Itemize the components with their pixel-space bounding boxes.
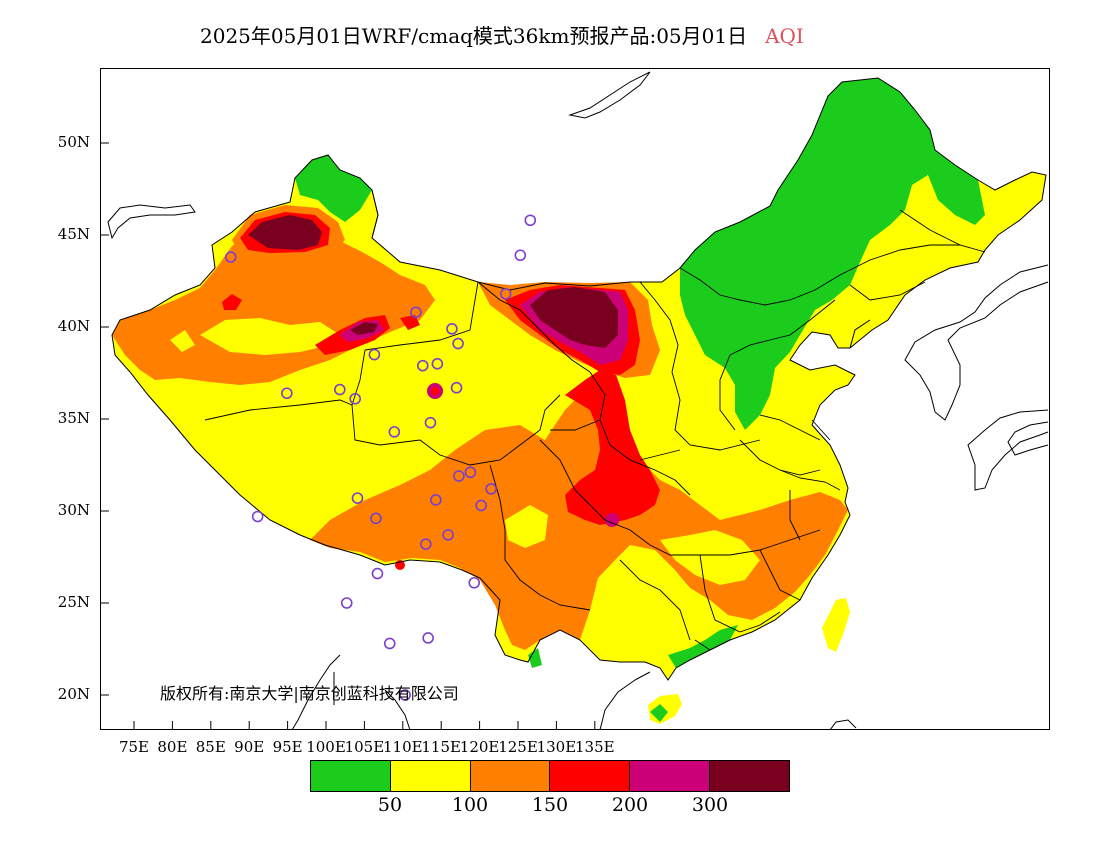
lon-tick-label: 120E — [459, 738, 500, 756]
sichuan-yellow-pocket — [505, 505, 548, 548]
hainan-green — [650, 704, 668, 722]
station-marker — [452, 337, 464, 350]
station-marker — [340, 597, 353, 609]
legend-label: 50 — [377, 794, 403, 816]
station-marker — [370, 512, 382, 525]
xinjiang-north-hotspot-maroon — [248, 215, 322, 250]
station-marker — [453, 470, 465, 482]
central-red-belt — [565, 370, 660, 525]
station-marker — [368, 348, 381, 361]
legend-label: 300 — [691, 794, 729, 816]
station-marker — [281, 387, 293, 400]
northeast-green-zone — [680, 78, 985, 430]
station-marker — [349, 392, 361, 405]
legend-swatch — [311, 761, 391, 791]
legend-swatch — [550, 761, 631, 791]
legend-swatch — [470, 761, 551, 791]
chongqing-hotspot — [605, 513, 619, 527]
title-text: 2025年05月01日WRF/cmaq模式36km预报产品:05月01日 — [200, 24, 748, 48]
copyright-text: 版权所有:南京大学|南京创蓝科技有限公司 — [160, 684, 459, 703]
station-marker — [450, 381, 463, 394]
station-marker — [383, 637, 396, 650]
station-marker — [485, 483, 497, 495]
lat-tick-label: 40N — [57, 317, 90, 335]
legend-label: 150 — [531, 794, 569, 816]
station-marker — [475, 499, 487, 512]
station-marker — [524, 214, 537, 227]
map-title: 2025年05月01日WRF/cmaq模式36km预报产品:05月01日 AQI — [200, 20, 804, 49]
station-marker — [430, 494, 442, 506]
station-marker — [410, 306, 422, 319]
station-marker — [422, 632, 434, 644]
lat-tick-label: 25N — [57, 593, 90, 611]
lon-tick-label: 105E — [344, 738, 385, 756]
south-coast-green — [668, 625, 738, 668]
title-variable: AQI — [765, 24, 804, 48]
station-marker — [388, 426, 401, 438]
northwest-green-zone — [295, 155, 372, 222]
station-marker — [442, 529, 454, 541]
qinghai-hotspot-core — [431, 387, 439, 395]
lat-tick-label: 50N — [57, 133, 90, 151]
station-marker — [446, 323, 458, 335]
station-marker — [431, 357, 444, 370]
lon-tick-label: 75E — [118, 738, 150, 756]
legend-label: 100 — [451, 794, 489, 816]
station-marker — [514, 249, 527, 262]
lon-tick-label: 115E — [421, 738, 461, 756]
yunnan-green — [528, 648, 542, 668]
station-marker — [420, 538, 432, 550]
lon-tick-label: 125E — [498, 738, 538, 756]
xinjiang-south-hotspot-maroon — [350, 322, 378, 335]
lon-tick-label: 80E — [157, 738, 188, 756]
xinjiang-small-red-1 — [222, 294, 242, 310]
lat-tick-label: 20N — [57, 685, 90, 703]
station-marker — [334, 383, 346, 396]
station-marker — [424, 416, 437, 429]
station-marker — [351, 492, 364, 504]
lon-tick-label: 95E — [272, 738, 303, 756]
lon-tick-label: 135E — [575, 738, 615, 756]
xinjiang-small-red-2 — [400, 315, 420, 330]
xinjiang-yellow-inner — [200, 318, 340, 355]
aqi-color-legend — [310, 760, 790, 792]
station-marker — [224, 251, 237, 263]
station-marker — [416, 359, 429, 372]
lon-tick-label: 85E — [195, 738, 226, 756]
taiwan-island — [822, 598, 850, 652]
station-marker — [499, 288, 512, 300]
station-marker — [468, 576, 481, 589]
station-marker — [371, 567, 384, 580]
lat-tick-label: 35N — [57, 409, 90, 427]
ordos-maroon-core — [530, 287, 618, 348]
central-yellow-pocket — [660, 530, 760, 585]
station-marker — [464, 466, 477, 479]
monitoring-stations — [224, 214, 537, 701]
lon-tick-label: 130E — [536, 738, 577, 756]
station-marker — [399, 689, 411, 701]
legend-swatch — [390, 761, 471, 791]
lat-tick-label: 45N — [57, 225, 90, 243]
legend-swatch — [630, 761, 711, 791]
neighbor-coastlines — [107, 71, 1049, 729]
legend-swatch — [710, 761, 789, 791]
legend-label: 200 — [611, 794, 649, 816]
station-marker — [251, 510, 264, 523]
southwest-orange-zone — [310, 390, 848, 650]
lat-tick-label: 30N — [57, 501, 90, 519]
xinjiang-yellow-inner-2 — [170, 330, 195, 352]
lon-tick-label: 90E — [234, 738, 265, 756]
lon-tick-label: 110E — [383, 738, 423, 756]
lon-tick-label: 100E — [306, 738, 346, 756]
